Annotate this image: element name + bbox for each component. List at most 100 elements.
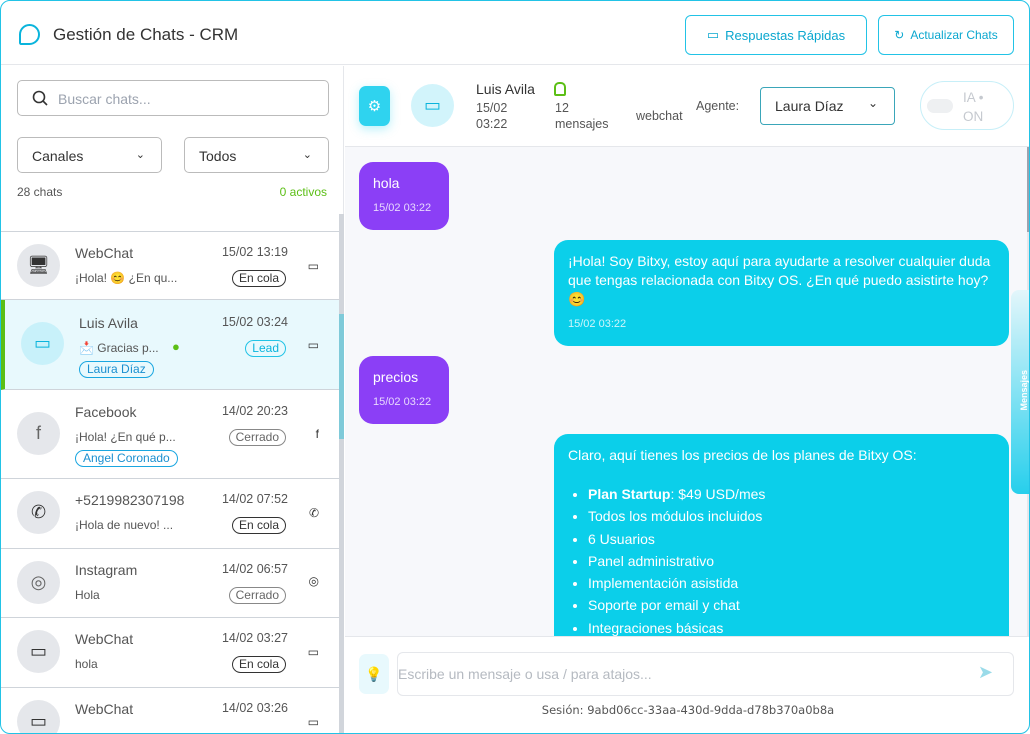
chat-header: ⚙ ▭ Luis Avila 15/02 03:22 12 mensajes w… <box>345 66 1029 147</box>
chat-row[interactable]: 🖥 WebChat 15/02 13:19 ¡Hola! 😊 ¿En qu...… <box>1 232 339 300</box>
agent-label: Agente: <box>696 99 740 113</box>
chat-name: WebChat <box>75 701 134 717</box>
message-count-label: mensajes <box>555 117 609 131</box>
monitor-icon: ▭ <box>17 630 60 673</box>
search-input[interactable]: Buscar chats... <box>17 80 329 116</box>
status-badge: Cerrado <box>228 587 286 604</box>
message-text: precios <box>373 369 419 385</box>
ai-state: ON <box>963 109 984 124</box>
chat-name: Luis Avila <box>79 315 138 331</box>
chat-row[interactable]: ◎ Instagram 14/02 06:57 Hola Cerrado ◎ <box>1 549 339 618</box>
chat-panel: ⚙ ▭ Luis Avila 15/02 03:22 12 mensajes w… <box>345 66 1029 733</box>
message-input[interactable]: Escribe un mensaje o usa / para atajos..… <box>397 652 1014 696</box>
chat-preview: ¡Hola! ¿En qué p... <box>75 430 176 444</box>
robot-icon <box>554 82 566 96</box>
user-star-icon: ● <box>172 339 180 354</box>
active-count: 0 activos <box>279 185 327 199</box>
scrollbar-thumb[interactable] <box>339 314 344 439</box>
chat-row-partial[interactable] <box>1 214 339 232</box>
chat-row[interactable]: ▭ WebChat 14/02 03:27 hola En cola ▭ <box>1 618 339 688</box>
facebook-icon: f <box>17 412 60 455</box>
chat-preview: Hola <box>75 588 100 602</box>
chevron-down-icon: ⌄ <box>867 96 878 110</box>
messages-side-tab[interactable]: Mensajes <box>1011 290 1029 494</box>
monitor-icon: ▭ <box>21 322 64 365</box>
instagram-icon: ◎ <box>17 561 60 604</box>
plan-name: Plan Startup <box>588 486 671 502</box>
message-time: 15/02 03:22 <box>373 396 432 408</box>
message-text: ¡Hola! Soy Bitxy, estoy aquí para ayudar… <box>568 253 991 307</box>
chat-preview: 📩 Gracias p... <box>79 341 159 355</box>
channel-filter-value: Canales <box>32 148 84 164</box>
message-time: 15/02 03:22 <box>373 202 432 214</box>
chat-row[interactable]: ▭ WebChat 14/02 03:26 ▭ <box>1 688 339 733</box>
status-filter-select[interactable]: Todos ⌄ <box>184 137 329 173</box>
status-filter-value: Todos <box>199 148 237 164</box>
top-bar: Gestión de Chats - CRM ▭ Respuestas Rápid… <box>1 1 1029 65</box>
message-text: hola <box>373 175 400 191</box>
chat-row[interactable]: ✆ +5219982307198 14/02 07:52 ¡Hola de nu… <box>1 479 339 549</box>
chat-name: Instagram <box>75 562 138 578</box>
agent-select-value: Laura Díaz <box>775 98 844 114</box>
chat-list-scrollbar[interactable] <box>339 214 344 733</box>
settings-gear-button[interactable]: ⚙ <box>359 86 390 126</box>
status-badge: Lead <box>245 340 286 357</box>
chat-time: 03:22 <box>476 117 508 131</box>
chat-time: 14/02 06:57 <box>221 562 288 576</box>
message-square-icon: ▭ <box>706 27 720 42</box>
plan-item: Implementación asistida <box>588 572 995 594</box>
chat-bubble-logo-icon <box>19 24 40 45</box>
chat-sidebar: Buscar chats... Canales ⌄ Todos ⌄ 28 chats… <box>1 66 344 733</box>
message-area: hola 15/02 03:22 ¡Hola! Soy Bitxy, estoy … <box>345 147 1029 636</box>
refresh-icon: ↻ <box>894 28 905 42</box>
message-outgoing: Claro, aquí tienes los precios de los pl… <box>554 434 1009 636</box>
message-text: Claro, aquí tienes los precios de los pl… <box>568 447 917 463</box>
status-badge: En cola <box>231 656 286 673</box>
chat-row-selected[interactable]: ▭ Luis Avila 15/02 03:24 📩 Gracias p... … <box>1 300 339 390</box>
chat-row[interactable]: f Facebook 14/02 20:23 ¡Hola! ¿En qué p.… <box>1 390 339 479</box>
message-incoming: precios 15/02 03:22 <box>359 356 449 424</box>
ai-label: IA • <box>963 90 984 105</box>
chat-list: 🖥 WebChat 15/02 13:19 ¡Hola! 😊 ¿En qu...… <box>1 214 344 733</box>
whatsapp-icon: ✆ <box>308 506 319 520</box>
chat-time: 15/02 13:19 <box>221 245 288 259</box>
quick-replies-button[interactable]: ▭ Respuestas Rápidas <box>685 15 867 55</box>
message-input-placeholder: Escribe un mensaje o usa / para atajos..… <box>398 666 652 682</box>
chat-date: 15/02 <box>476 101 508 115</box>
chat-name: +5219982307198 <box>75 492 185 508</box>
ai-toggle[interactable]: IA • ON <box>920 81 1014 130</box>
message-outgoing: ¡Hola! Soy Bitxy, estoy aquí para ayudar… <box>554 240 1009 346</box>
monitor-icon: ▭ <box>307 259 319 273</box>
chat-time: 14/02 20:23 <box>221 404 288 418</box>
channel-filter-select[interactable]: Canales ⌄ <box>17 137 162 173</box>
app-title: Gestión de Chats - CRM <box>53 25 239 44</box>
send-icon[interactable]: ➤ <box>977 662 993 682</box>
whatsapp-icon: ✆ <box>17 491 60 534</box>
toggle-switch[interactable] <box>927 99 953 113</box>
chat-time: 14/02 03:26 <box>221 701 288 715</box>
scrollbar-thumb[interactable] <box>1027 147 1029 232</box>
plan-item: Integraciones básicas <box>588 617 995 636</box>
instagram-icon: ◎ <box>308 574 319 588</box>
plan-item: Plan Startup: $49 USD/mes <box>588 483 995 505</box>
message-count: 12 <box>555 101 569 115</box>
channel-label: webchat <box>636 109 683 123</box>
plan-item: 6 Usuarios <box>588 528 995 550</box>
chat-preview: ¡Hola de nuevo! ... <box>75 518 174 532</box>
chat-preview: ¡Hola! 😊 ¿En qu... <box>75 271 178 285</box>
status-badge: En cola <box>231 270 286 287</box>
refresh-chats-button[interactable]: ↻ Actualizar Chats <box>878 15 1014 55</box>
chat-time: 14/02 03:27 <box>221 631 288 645</box>
contact-name: Luis Avila <box>476 81 535 97</box>
chevron-down-icon: ⌄ <box>135 149 145 161</box>
plan-item: Todos los módulos incluidos <box>588 505 995 527</box>
message-time: 15/02 03:22 <box>568 318 627 330</box>
refresh-label: Actualizar Chats <box>910 28 998 42</box>
side-tab-label: Mensajes <box>1019 370 1029 411</box>
chat-count: 28 chats <box>17 185 63 199</box>
chat-name: Facebook <box>75 404 137 420</box>
plan-item: Panel administrativo <box>588 550 995 572</box>
lightbulb-button[interactable]: 💡 <box>359 654 389 694</box>
agent-select[interactable]: Laura Díaz ⌄ <box>760 87 895 125</box>
